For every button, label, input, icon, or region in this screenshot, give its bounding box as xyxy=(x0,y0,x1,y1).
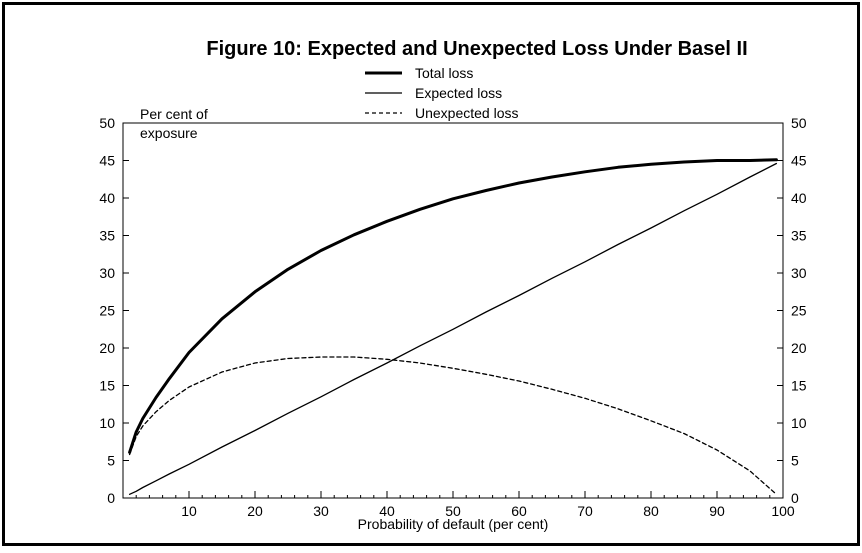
y-tick-label-left: 30 xyxy=(99,265,115,281)
y-tick-label-left: 45 xyxy=(99,153,115,169)
y-tick-label-right: 35 xyxy=(791,228,807,244)
y-tick-label-right: 5 xyxy=(791,453,799,469)
legend-label: Total loss xyxy=(415,65,473,81)
legend-label: Unexpected loss xyxy=(415,105,519,121)
y-tick-label-right: 30 xyxy=(791,265,807,281)
series-line-total-loss xyxy=(128,158,778,454)
legend-label: Expected loss xyxy=(415,85,502,101)
y-axis-label-line-1: Per cent of xyxy=(140,106,208,122)
x-tick-label: 40 xyxy=(379,503,395,519)
y-tick-label-right: 20 xyxy=(791,340,807,356)
figure-frame xyxy=(2,2,860,546)
y-tick-label-left: 25 xyxy=(99,303,115,319)
x-tick-label: 30 xyxy=(313,503,329,519)
y-tick-label-right: 0 xyxy=(791,490,799,506)
legend: Total loss Expected loss Unexpected loss xyxy=(365,65,519,121)
x-tick-label: 90 xyxy=(709,503,725,519)
x-tick-label: 20 xyxy=(247,503,263,519)
y-tick-label-left: 10 xyxy=(99,415,115,431)
x-tick-label: 70 xyxy=(577,503,593,519)
y-tick-label-left: 35 xyxy=(99,228,115,244)
x-tick-label: 50 xyxy=(445,503,461,519)
y-tick-label-right: 15 xyxy=(791,378,807,394)
x-axis-label: Probability of default (per cent) xyxy=(358,516,549,532)
x-tick-label: 60 xyxy=(511,503,527,519)
y-axis: 0 0 5 5 10 10 15 15 20 20 25 25 30 30 35 35 40 40 45 45 50 50 xyxy=(99,115,806,506)
x-tick-label: 10 xyxy=(181,503,197,519)
y-tick-label-right: 45 xyxy=(791,153,807,169)
y-tick-label-right: 25 xyxy=(791,303,807,319)
y-tick-label-left: 50 xyxy=(99,115,115,131)
series-line-unexpected-loss xyxy=(128,356,778,495)
y-tick-label-left: 5 xyxy=(107,453,115,469)
y-tick-label-right: 10 xyxy=(791,415,807,431)
y-tick-label-left: 0 xyxy=(107,490,115,506)
series-line-expected-loss xyxy=(128,162,778,495)
y-tick-label-right: 50 xyxy=(791,115,807,131)
y-tick-label-left: 15 xyxy=(99,378,115,394)
chart-title: Figure 10: Expected and Unexpected Loss … xyxy=(206,38,747,60)
series-lines xyxy=(128,158,778,495)
x-tick-label: 80 xyxy=(643,503,659,519)
y-axis-label-line-2: exposure xyxy=(140,125,198,141)
x-tick-label: 100 xyxy=(771,503,795,519)
y-tick-label-right: 40 xyxy=(791,190,807,206)
y-tick-label-left: 40 xyxy=(99,190,115,206)
y-tick-label-left: 20 xyxy=(99,340,115,356)
x-axis: 10 20 30 40 50 60 70 80 90 100 xyxy=(135,491,795,519)
